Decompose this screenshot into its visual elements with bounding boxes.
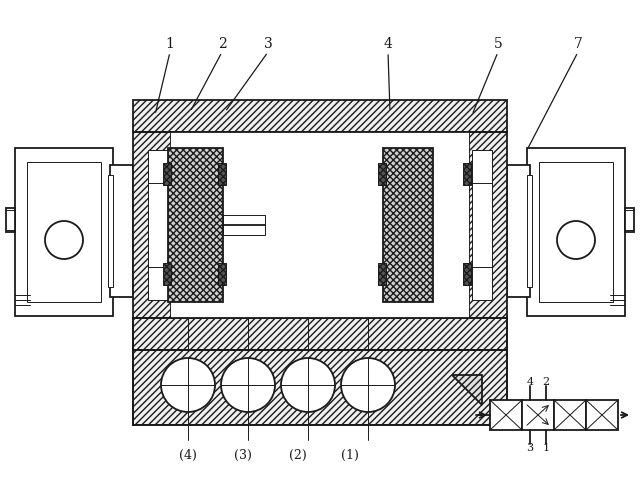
Bar	[507, 165, 530, 297]
Text: (2): (2)	[289, 448, 307, 462]
Bar	[527, 148, 625, 316]
Bar	[218, 263, 226, 285]
Bar	[133, 132, 171, 318]
Circle shape	[341, 358, 395, 412]
Bar	[27, 162, 101, 302]
Text: 1: 1	[543, 443, 550, 453]
Bar	[15, 148, 113, 316]
Bar	[148, 150, 168, 300]
Bar	[527, 175, 532, 287]
Bar	[490, 400, 522, 430]
Bar	[163, 163, 171, 185]
Bar	[378, 263, 386, 285]
Bar	[539, 162, 613, 302]
Polygon shape	[452, 375, 482, 405]
Bar	[472, 150, 492, 300]
Bar	[133, 350, 507, 425]
Bar	[463, 263, 471, 285]
Text: (1): (1)	[341, 448, 359, 462]
Bar	[625, 208, 634, 232]
Text: 4: 4	[527, 377, 534, 387]
Text: 5: 5	[493, 37, 502, 51]
Bar	[218, 163, 226, 185]
Bar	[108, 175, 113, 287]
Bar	[133, 100, 507, 132]
Bar	[554, 400, 586, 430]
Bar	[163, 263, 171, 285]
Bar	[110, 165, 133, 297]
Text: (4): (4)	[179, 448, 197, 462]
Text: 1: 1	[166, 37, 175, 51]
Bar	[378, 163, 386, 185]
Circle shape	[221, 358, 275, 412]
Text: 3: 3	[527, 443, 534, 453]
Bar	[171, 132, 469, 318]
Bar	[463, 163, 471, 185]
Circle shape	[161, 358, 215, 412]
Text: 2: 2	[218, 37, 227, 51]
Bar	[469, 132, 507, 318]
Text: 2: 2	[543, 377, 550, 387]
Text: (3): (3)	[234, 448, 252, 462]
Circle shape	[557, 221, 595, 259]
Circle shape	[281, 358, 335, 412]
Text: 4: 4	[383, 37, 392, 51]
Bar	[168, 148, 223, 302]
Bar	[133, 318, 507, 350]
Bar	[522, 400, 554, 430]
Bar	[586, 400, 618, 430]
Text: 7: 7	[573, 37, 582, 51]
Circle shape	[45, 221, 83, 259]
Text: 3: 3	[264, 37, 273, 51]
Bar	[383, 148, 433, 302]
Bar	[223, 215, 265, 235]
Bar	[6, 208, 15, 232]
